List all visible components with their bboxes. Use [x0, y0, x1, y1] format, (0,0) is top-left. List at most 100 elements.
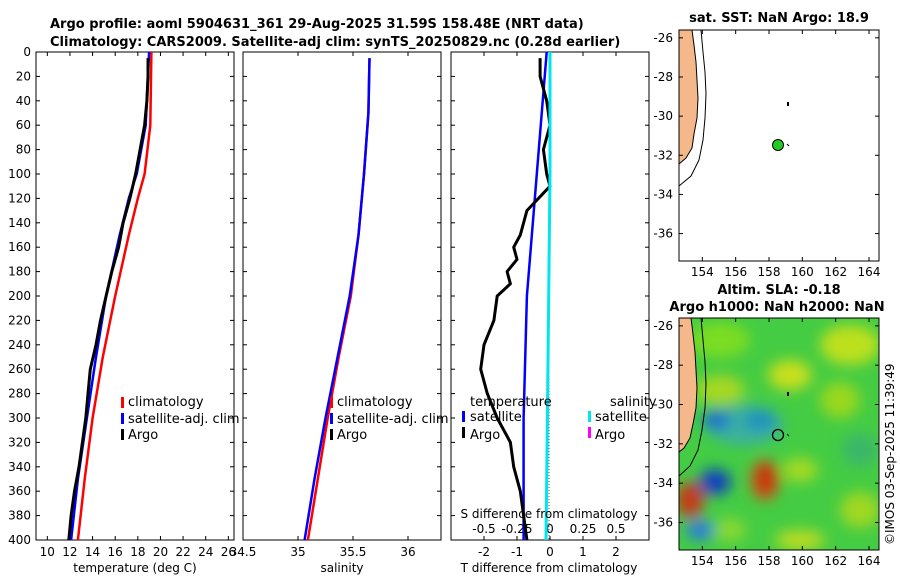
x-tick-label: 22	[175, 545, 190, 559]
lon-tick-label: 154	[691, 265, 714, 279]
title-line-2: Climatology: CARS2009. Satellite-adj cli…	[50, 35, 620, 50]
s-diff-tick-label: 0.25	[570, 522, 597, 536]
y-tick-label: 200	[8, 289, 31, 303]
t-diff-xlabel: T difference from climatology	[460, 561, 638, 575]
lat-tick-label: -26	[653, 31, 673, 45]
lat-tick-label: -28	[653, 70, 673, 84]
shelf-contour	[679, 318, 707, 477]
legend-swatch-satellite	[330, 413, 333, 424]
y-tick-label: 40	[16, 94, 31, 108]
lon-tick-label: 164	[858, 554, 881, 568]
y-tick-label: 140	[8, 216, 31, 230]
legend-climatology: climatology	[128, 395, 204, 410]
y-tick-label: 180	[8, 265, 31, 279]
legend-header-temperature: temperature	[470, 395, 552, 410]
x-tick-label: 18	[130, 545, 145, 559]
lat-tick-label: -34	[653, 476, 673, 490]
salinity-legend: climatology satellite-adj. clim Argo	[330, 395, 449, 443]
lat-tick-label: -32	[653, 148, 673, 162]
lon-tick-label: 158	[758, 554, 781, 568]
x-tick-label: 2	[612, 545, 620, 559]
legend-swatch-t-argo	[462, 427, 465, 438]
legend-swatch-satellite	[121, 413, 124, 424]
sla-map-panel: Altim. SLA: -0.18 Argo h1000: NaN h2000:…	[653, 283, 884, 568]
difference-series	[479, 51, 552, 541]
lon-tick-label: 154	[691, 554, 714, 568]
shelf-contour	[679, 30, 707, 187]
lon-tick-label: 156	[724, 265, 747, 279]
x-tick-label: -2	[478, 545, 490, 559]
t-diff-tick-labels: -2 -1 0 1 2	[478, 52, 620, 559]
float-track-mark	[786, 433, 790, 437]
sst-map-panel: sat. SST: NaN Argo: 18.9 -26 -28 -30 -32 -34…	[653, 11, 880, 279]
legend-swatch-climatology	[121, 397, 124, 408]
x-tick-label: 16	[108, 545, 123, 559]
legend-argo: Argo	[128, 428, 158, 443]
difference-legend: temperature salinity satellite Argo sate…	[462, 395, 657, 443]
lon-tick-label: 162	[824, 265, 847, 279]
argo-float-marker	[771, 428, 785, 442]
x-tick-label: 26	[221, 545, 236, 559]
x-tick-label: 0	[546, 545, 554, 559]
lon-tick-label: 158	[758, 265, 781, 279]
lon-tick-label: 156	[724, 554, 747, 568]
lat-tick-label: -34	[653, 187, 673, 201]
temperature-climatology-line	[76, 51, 153, 541]
lat-tick-label: -30	[653, 109, 673, 123]
legend-s-satellite: satellite	[595, 410, 647, 425]
salinity-satellite-adj-clim-line	[303, 58, 371, 541]
coastline-land	[679, 30, 699, 165]
y-tick-label: 340	[8, 460, 31, 474]
x-tick-label: -1	[511, 545, 523, 559]
y-tick-label: 380	[8, 509, 31, 523]
x-tick-label: 24	[198, 545, 213, 559]
sla-map-title-1: Altim. SLA: -0.18	[717, 283, 840, 298]
sst-map-content	[679, 30, 879, 261]
salinity-panel: 34.5 35 35.5 36 salinity climatology satell…	[230, 51, 449, 575]
legend-swatch-s-argo	[588, 427, 591, 438]
temperature-xlabel: temperature (deg C)	[73, 561, 196, 575]
legend-swatch-t-satellite	[462, 411, 465, 422]
s-diff-xlabel: S difference from climatology	[461, 507, 638, 521]
lat-tick-label: -36	[653, 515, 673, 529]
x-tick-label: 14	[85, 545, 100, 559]
y-tick-label: 100	[8, 167, 31, 181]
difference-t-satellite-line	[522, 51, 548, 540]
legend-climatology: climatology	[337, 395, 413, 410]
x-tick-label: 35	[290, 545, 305, 559]
y-tick-label: 60	[16, 118, 31, 132]
temperature-axes-frame	[35, 51, 235, 541]
x-tick-label: 20	[153, 545, 168, 559]
sla-heatmap	[679, 318, 879, 550]
legend-swatch-argo	[330, 429, 333, 440]
temperature-argo-line	[67, 58, 150, 541]
x-tick-label: 35.5	[340, 545, 367, 559]
temperature-panel: 0204060801001201401601802002202402602803…	[8, 45, 649, 575]
temperature-series	[67, 51, 153, 541]
legend-t-satellite: satellite	[470, 410, 522, 425]
title-line-1: Argo profile: aoml 5904631_361 29-Aug-20…	[50, 17, 584, 32]
legend-swatch-argo	[121, 429, 124, 440]
y-tick-label: 360	[8, 484, 31, 498]
x-tick-label: 12	[62, 545, 77, 559]
y-tick-label: 280	[8, 387, 31, 401]
legend-t-argo: Argo	[470, 428, 500, 443]
float-track-mark	[786, 143, 790, 147]
y-tick-label: 0	[23, 45, 31, 59]
y-tick-label: 320	[8, 435, 31, 449]
legend-swatch-s-satellite	[588, 411, 591, 422]
legend-swatch-climatology	[330, 397, 333, 408]
lat-tick-label: -32	[653, 437, 673, 451]
salinity-series	[303, 58, 371, 541]
x-tick-label: 36	[400, 545, 415, 559]
s-diff-tick-label: 0	[546, 522, 554, 536]
sla-lat-tick-labels: -26 -28 -30 -32 -34 -36	[653, 319, 879, 529]
lat-tick-label: -26	[653, 319, 673, 333]
sst-lat-tick-labels: -26 -28 -30 -32 -34 -36	[653, 31, 879, 241]
y-tick-label: 20	[16, 69, 31, 83]
lat-tick-label: -28	[653, 358, 673, 372]
temperature-legend: climatology satellite-adj. clim Argo	[121, 395, 240, 443]
y-tick-label: 220	[8, 313, 31, 327]
temperature-satellite-adj-clim-line	[69, 51, 151, 541]
